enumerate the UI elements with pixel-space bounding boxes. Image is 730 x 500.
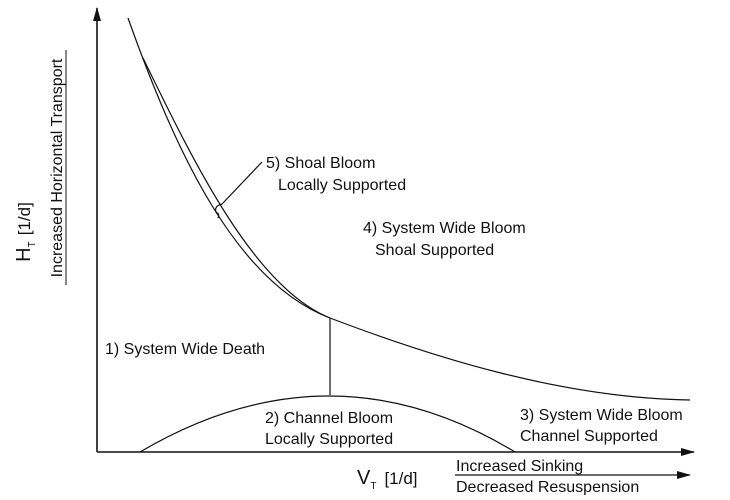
- shoal-boundary: [142, 57, 331, 319]
- x-axis-description-bottom: Decreased Resuspension: [456, 479, 639, 495]
- region-label: Shoal Supported: [375, 242, 494, 259]
- region-label: Channel Supported: [520, 428, 658, 445]
- region-label: Locally Supported: [265, 431, 393, 448]
- y-axis-label: HT[1/d]: [13, 202, 38, 262]
- y-axis-description: Increased Horizontal Transport: [49, 58, 66, 277]
- channel-arc: [139, 395, 516, 453]
- region-label: 2) Channel Bloom: [265, 410, 393, 427]
- leader-line: [215, 161, 263, 219]
- region-label: 5) Shoal Bloom: [266, 155, 375, 172]
- region-label: Locally Supported: [278, 177, 406, 194]
- region-label: 1) System Wide Death: [105, 341, 265, 358]
- region-label: 3) System Wide Bloom: [520, 407, 683, 424]
- x-axis-description-top: Increased Sinking: [456, 458, 583, 475]
- x-axis-label: VT [1/d]: [357, 467, 418, 492]
- region-label: 4) System Wide Bloom: [363, 220, 526, 237]
